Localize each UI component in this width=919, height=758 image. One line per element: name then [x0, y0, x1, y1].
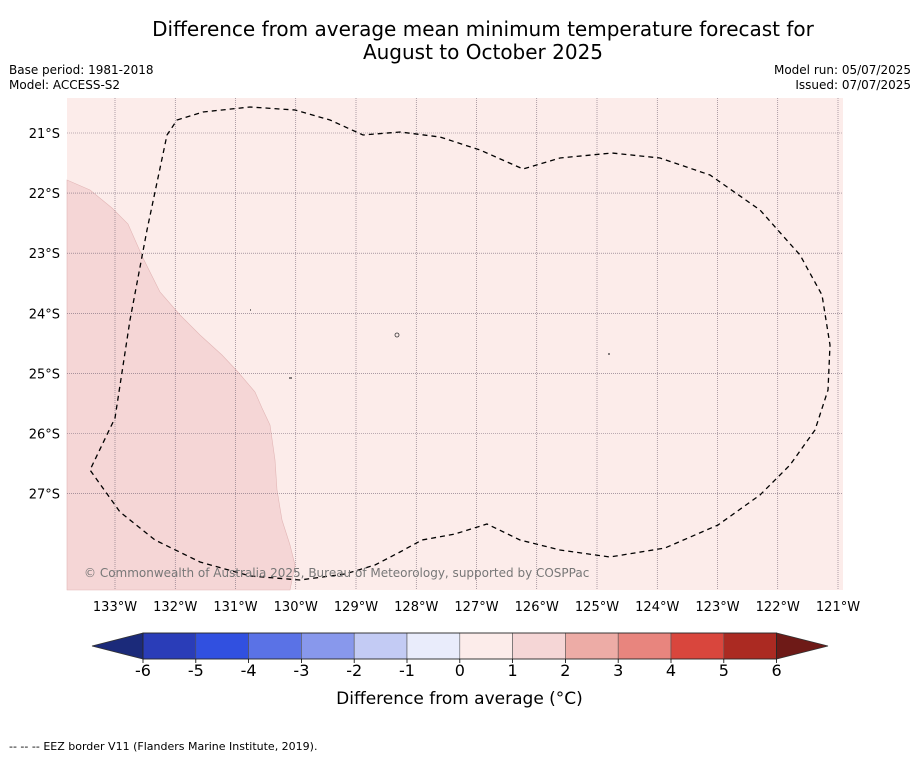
colorbar-tick-label: -4 — [241, 661, 257, 680]
colorbar-segment — [670, 632, 725, 660]
colorbar-tick-label: 3 — [613, 661, 623, 680]
island-marker — [394, 332, 400, 338]
eez-legend-text: EEZ border V11 (Flanders Marine Institut… — [43, 740, 318, 753]
map-plot: © Commonwealth of Australia 2025, Bureau… — [29, 98, 860, 615]
lon-label: 124°W — [635, 600, 679, 615]
lon-label: 132°W — [153, 600, 197, 615]
meta-left: Base period: 1981-2018 Model: ACCESS-S2 — [9, 63, 154, 93]
lon-label: 130°W — [274, 600, 318, 615]
colorbar-segment — [142, 632, 197, 660]
colorbar-tick-label: 2 — [560, 661, 570, 680]
lat-label: 21°S — [29, 127, 60, 142]
map-title: Difference from average mean minimum tem… — [0, 18, 919, 64]
lon-label: 121°W — [816, 600, 860, 615]
lat-label: 24°S — [29, 307, 60, 322]
colorbar-tick-label: -5 — [188, 661, 204, 680]
colorbar-tick-label: 4 — [666, 661, 676, 680]
base-period: Base period: 1981-2018 — [9, 63, 154, 77]
lat-label: 22°S — [29, 187, 60, 202]
eez-border — [89, 106, 831, 581]
title-line-2: August to October 2025 — [362, 40, 604, 64]
longitude-labels: 133°W 132°W 131°W 130°W 129°W 128°W 127°W 126°W… — [93, 600, 860, 615]
colorbar-label: Difference from average (°C) — [336, 689, 583, 709]
model-run: Model run: 05/07/2025 — [773, 63, 911, 77]
lon-label: 126°W — [515, 600, 559, 615]
eez-line-sample: -- -- -- — [9, 740, 40, 753]
colorbar-ticks: -6 -5 -4 -3 -2 -1 0 1 2 3 4 5 6 — [135, 659, 782, 680]
lat-label: 26°S — [29, 428, 60, 443]
latitude-labels: 21°S 22°S 23°S 24°S 25°S 26°S 27°S — [29, 127, 60, 503]
warmer-region — [66, 179, 296, 591]
meta-right: Model run: 05/07/2025 Issued: 07/07/2025 — [774, 63, 911, 93]
lat-label: 25°S — [29, 367, 60, 382]
lon-label: 123°W — [695, 600, 739, 615]
lon-label: 125°W — [575, 600, 619, 615]
colorbar-segment — [248, 632, 302, 660]
legend-note: -- -- -- EEZ border V11 (Flanders Marine… — [9, 740, 317, 753]
lon-label: 127°W — [454, 600, 498, 615]
copyright-text: © Commonwealth of Australia 2025, Bureau… — [84, 566, 589, 580]
lon-label: 129°W — [334, 600, 378, 615]
colorbar-segment — [617, 632, 672, 660]
colorbar-segment — [512, 632, 566, 660]
colorbar-tick-label: -1 — [399, 661, 415, 680]
colorbar-tick-label: 5 — [719, 661, 729, 680]
colorbar-segment — [565, 632, 619, 660]
colorbar-segment — [301, 632, 355, 660]
colorbar-tick-label: -2 — [346, 661, 362, 680]
colorbar-segment — [723, 632, 777, 660]
colorbar-segments — [91, 632, 829, 660]
model-name: Model: ACCESS-S2 — [9, 78, 121, 92]
colorbar-segment — [406, 632, 461, 660]
colorbar-segment — [459, 632, 513, 660]
issued-date: Issued: 07/07/2025 — [795, 78, 911, 92]
lon-label: 131°W — [213, 600, 257, 615]
colorbar: -6 -5 -4 -3 -2 -1 0 1 2 3 4 5 6 — [91, 632, 829, 680]
colorbar-segment — [353, 632, 408, 660]
title-line-1: Difference from average mean minimum tem… — [152, 17, 814, 41]
colorbar-tick-label: 1 — [508, 661, 518, 680]
lon-label: 128°W — [394, 600, 438, 615]
colorbar-segment — [195, 632, 249, 660]
colorbar-tick-label: -6 — [135, 661, 151, 680]
lat-label: 27°S — [29, 488, 60, 503]
colorbar-extend-high — [776, 632, 829, 660]
lat-label: 23°S — [29, 247, 60, 262]
colorbar-extend-low — [91, 632, 144, 660]
colorbar-tick-label: -3 — [293, 661, 309, 680]
lon-label: 133°W — [93, 600, 137, 615]
colorbar-tick-label: 6 — [772, 661, 782, 680]
colorbar-tick-label: 0 — [455, 661, 465, 680]
lon-label: 122°W — [756, 600, 800, 615]
